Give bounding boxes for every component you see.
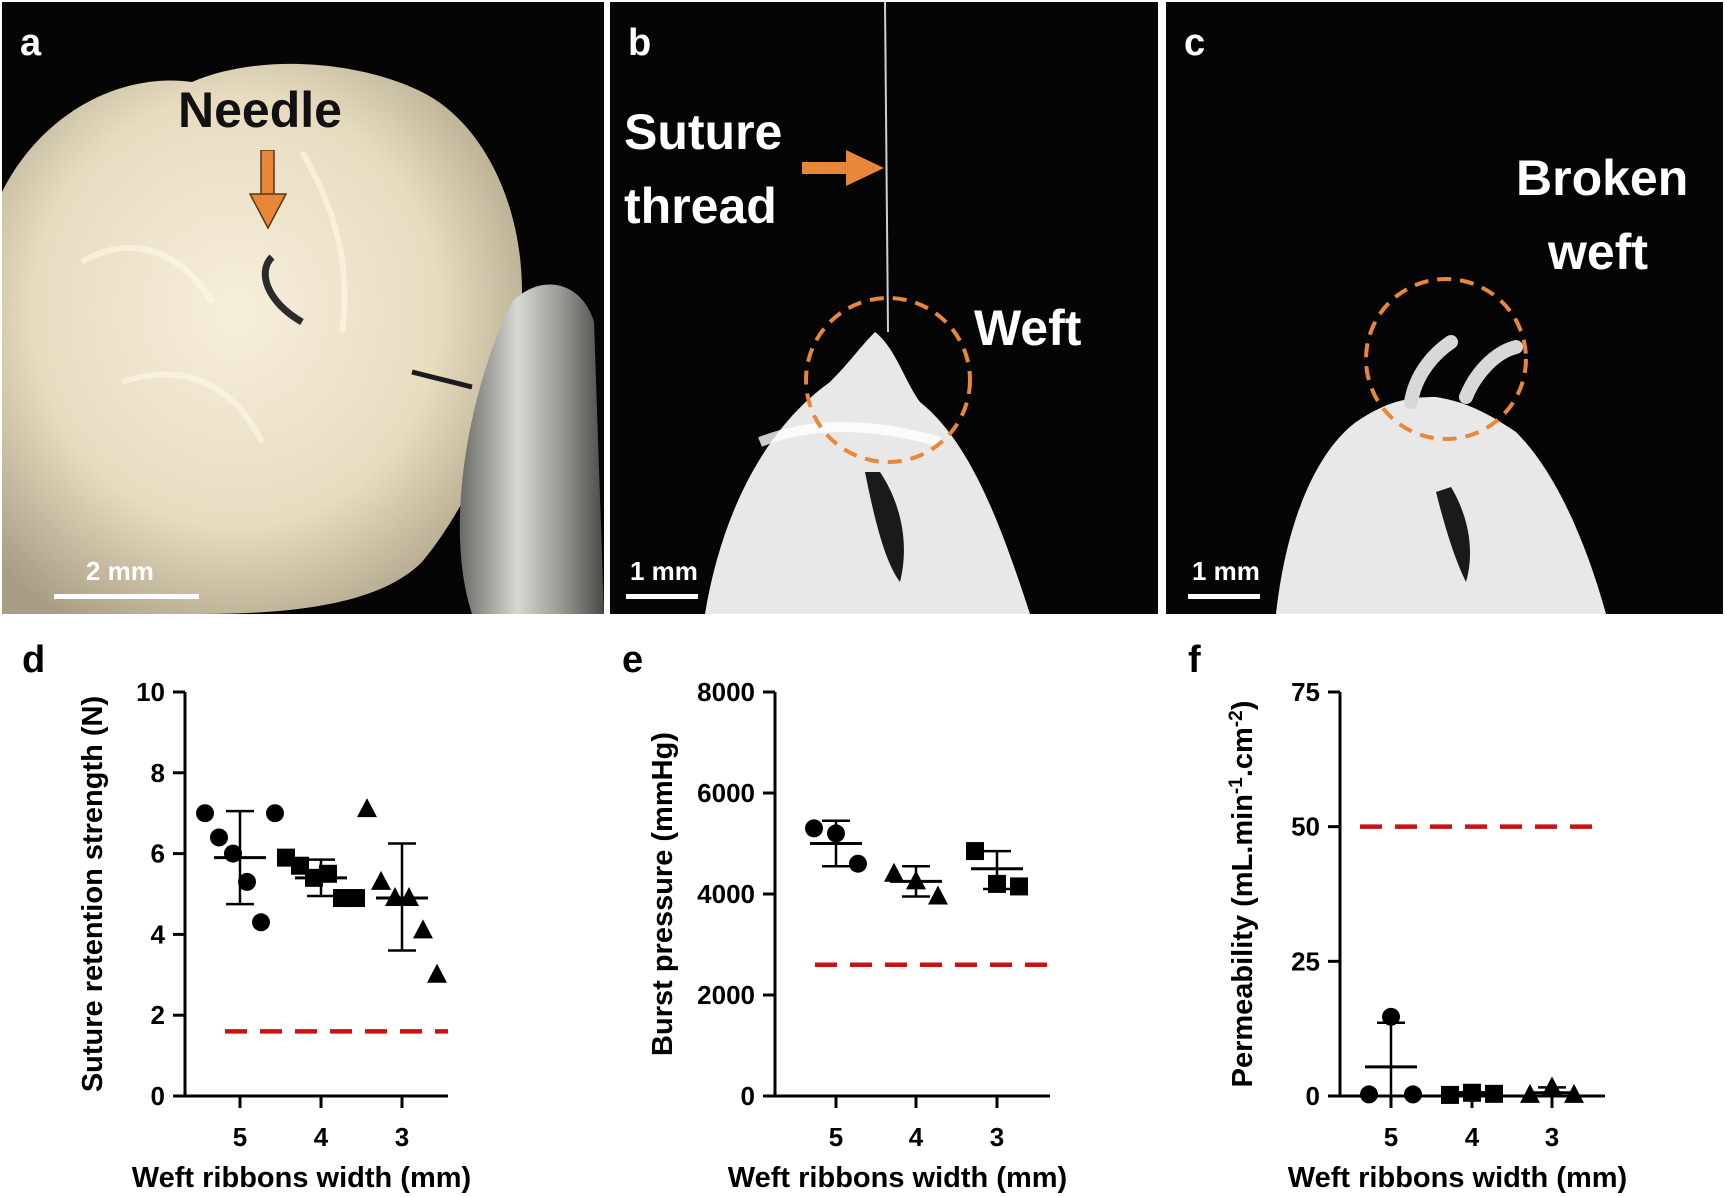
panel-letter-c: c	[1184, 22, 1206, 64]
x-axis-label: Weft ribbons width (mm)	[132, 1162, 471, 1194]
y-tick-label: 0	[1306, 1081, 1320, 1111]
needle-label: Needle	[178, 82, 342, 138]
y-tick-label: 8	[151, 758, 165, 788]
data-point-circle	[266, 804, 284, 823]
y-tick-label: 10	[136, 677, 165, 707]
y-axis-label-part: -1	[1226, 777, 1247, 794]
suture-label: Suture	[624, 104, 783, 160]
tissue-photo-c	[1276, 277, 1606, 614]
data-point-circle	[1382, 1007, 1400, 1026]
scale-bar-c	[1188, 594, 1260, 599]
x-tick-label: 5	[829, 1122, 843, 1152]
broken-label: Broken	[1516, 150, 1689, 206]
x-tick-label: 5	[233, 1122, 247, 1152]
tissue-photo-a	[2, 63, 604, 614]
data-point-triangle	[357, 798, 377, 818]
y-axis-label-part: )	[1227, 701, 1259, 711]
data-point-square	[291, 856, 309, 875]
y-tick-label: 4	[151, 919, 166, 949]
x-tick-label: 3	[990, 1122, 1004, 1152]
x-tick-label: 4	[1465, 1122, 1480, 1152]
x-tick-label: 3	[395, 1122, 409, 1152]
x-tick-label: 4	[909, 1122, 924, 1152]
y-tick-label: 8000	[697, 677, 755, 707]
x-axis-label: Weft ribbons width (mm)	[1288, 1162, 1627, 1194]
data-point-circle	[210, 828, 228, 847]
data-point-circle	[196, 804, 214, 823]
suture-arrow-icon	[802, 150, 884, 186]
y-axis-label: Suture retention strength (N)	[77, 696, 109, 1092]
data-point-circle	[1404, 1085, 1422, 1104]
x-tick-label: 4	[314, 1122, 329, 1152]
y-tick-label: 2000	[697, 980, 755, 1010]
panel-letter-e: e	[622, 639, 643, 681]
data-point-triangle	[884, 862, 904, 882]
panel-letter-f: f	[1188, 639, 1201, 681]
data-point-circle	[1360, 1085, 1378, 1104]
y-tick-label: 6000	[697, 778, 755, 808]
y-axis-label-part: Permeability (mL.min	[1227, 794, 1259, 1087]
x-tick-label: 3	[1545, 1122, 1559, 1152]
y-tick-label: 0	[741, 1081, 755, 1111]
data-point-triangle	[427, 963, 447, 983]
y-tick-label: 75	[1291, 677, 1320, 707]
photo-panel-a: a Needle 2 mm	[2, 2, 604, 614]
weft-broken-label: weft	[1548, 224, 1648, 280]
data-point-square	[1010, 877, 1028, 896]
scale-label-a: 2 mm	[86, 556, 154, 586]
data-point-square	[277, 848, 295, 867]
y-tick-label: 0	[151, 1081, 165, 1111]
y-tick-label: 25	[1291, 946, 1320, 976]
y-tick-label: 2	[151, 1000, 165, 1030]
photo-panel-c: c Broken weft 1 mm	[1166, 2, 1723, 614]
data-point-square	[333, 889, 351, 908]
scale-bar-b	[626, 594, 698, 599]
scale-bar-a	[54, 594, 199, 599]
y-axis-label-part: -2	[1226, 710, 1247, 727]
panel-letter-d: d	[22, 639, 45, 681]
data-point-circle	[805, 819, 823, 838]
x-tick-label: 5	[1384, 1122, 1398, 1152]
y-axis-label-part: .cm	[1227, 727, 1259, 777]
data-point-square	[966, 842, 984, 861]
tissue-photo-b	[705, 2, 1030, 614]
data-point-circle	[252, 913, 270, 932]
data-point-circle	[238, 872, 256, 891]
y-axis-label: Burst pressure (mmHg)	[647, 732, 679, 1056]
data-point-square	[347, 889, 365, 908]
y-tick-label: 6	[151, 839, 165, 869]
y-tick-label: 4000	[697, 879, 755, 909]
scale-label-b: 1 mm	[630, 556, 698, 586]
x-axis-label: Weft ribbons width (mm)	[728, 1162, 1067, 1194]
data-point-triangle	[928, 885, 948, 905]
y-axis-label: Permeability (mL.min-1.cm-2)	[1226, 701, 1259, 1088]
y-tick-label: 50	[1291, 812, 1320, 842]
photo-panel-b: b Suture thread Weft 1 mm	[610, 2, 1158, 614]
data-point-triangle	[371, 870, 391, 890]
data-point-circle	[849, 854, 867, 873]
weft-label: Weft	[974, 300, 1082, 356]
data-point-triangle	[1542, 1076, 1562, 1096]
panel-letter-b: b	[628, 22, 652, 64]
panel-letter-a: a	[20, 22, 42, 64]
needle-arrow-icon	[248, 150, 288, 230]
scale-label-c: 1 mm	[1192, 556, 1260, 586]
thread-label: thread	[624, 178, 777, 234]
data-point-triangle	[413, 919, 433, 939]
